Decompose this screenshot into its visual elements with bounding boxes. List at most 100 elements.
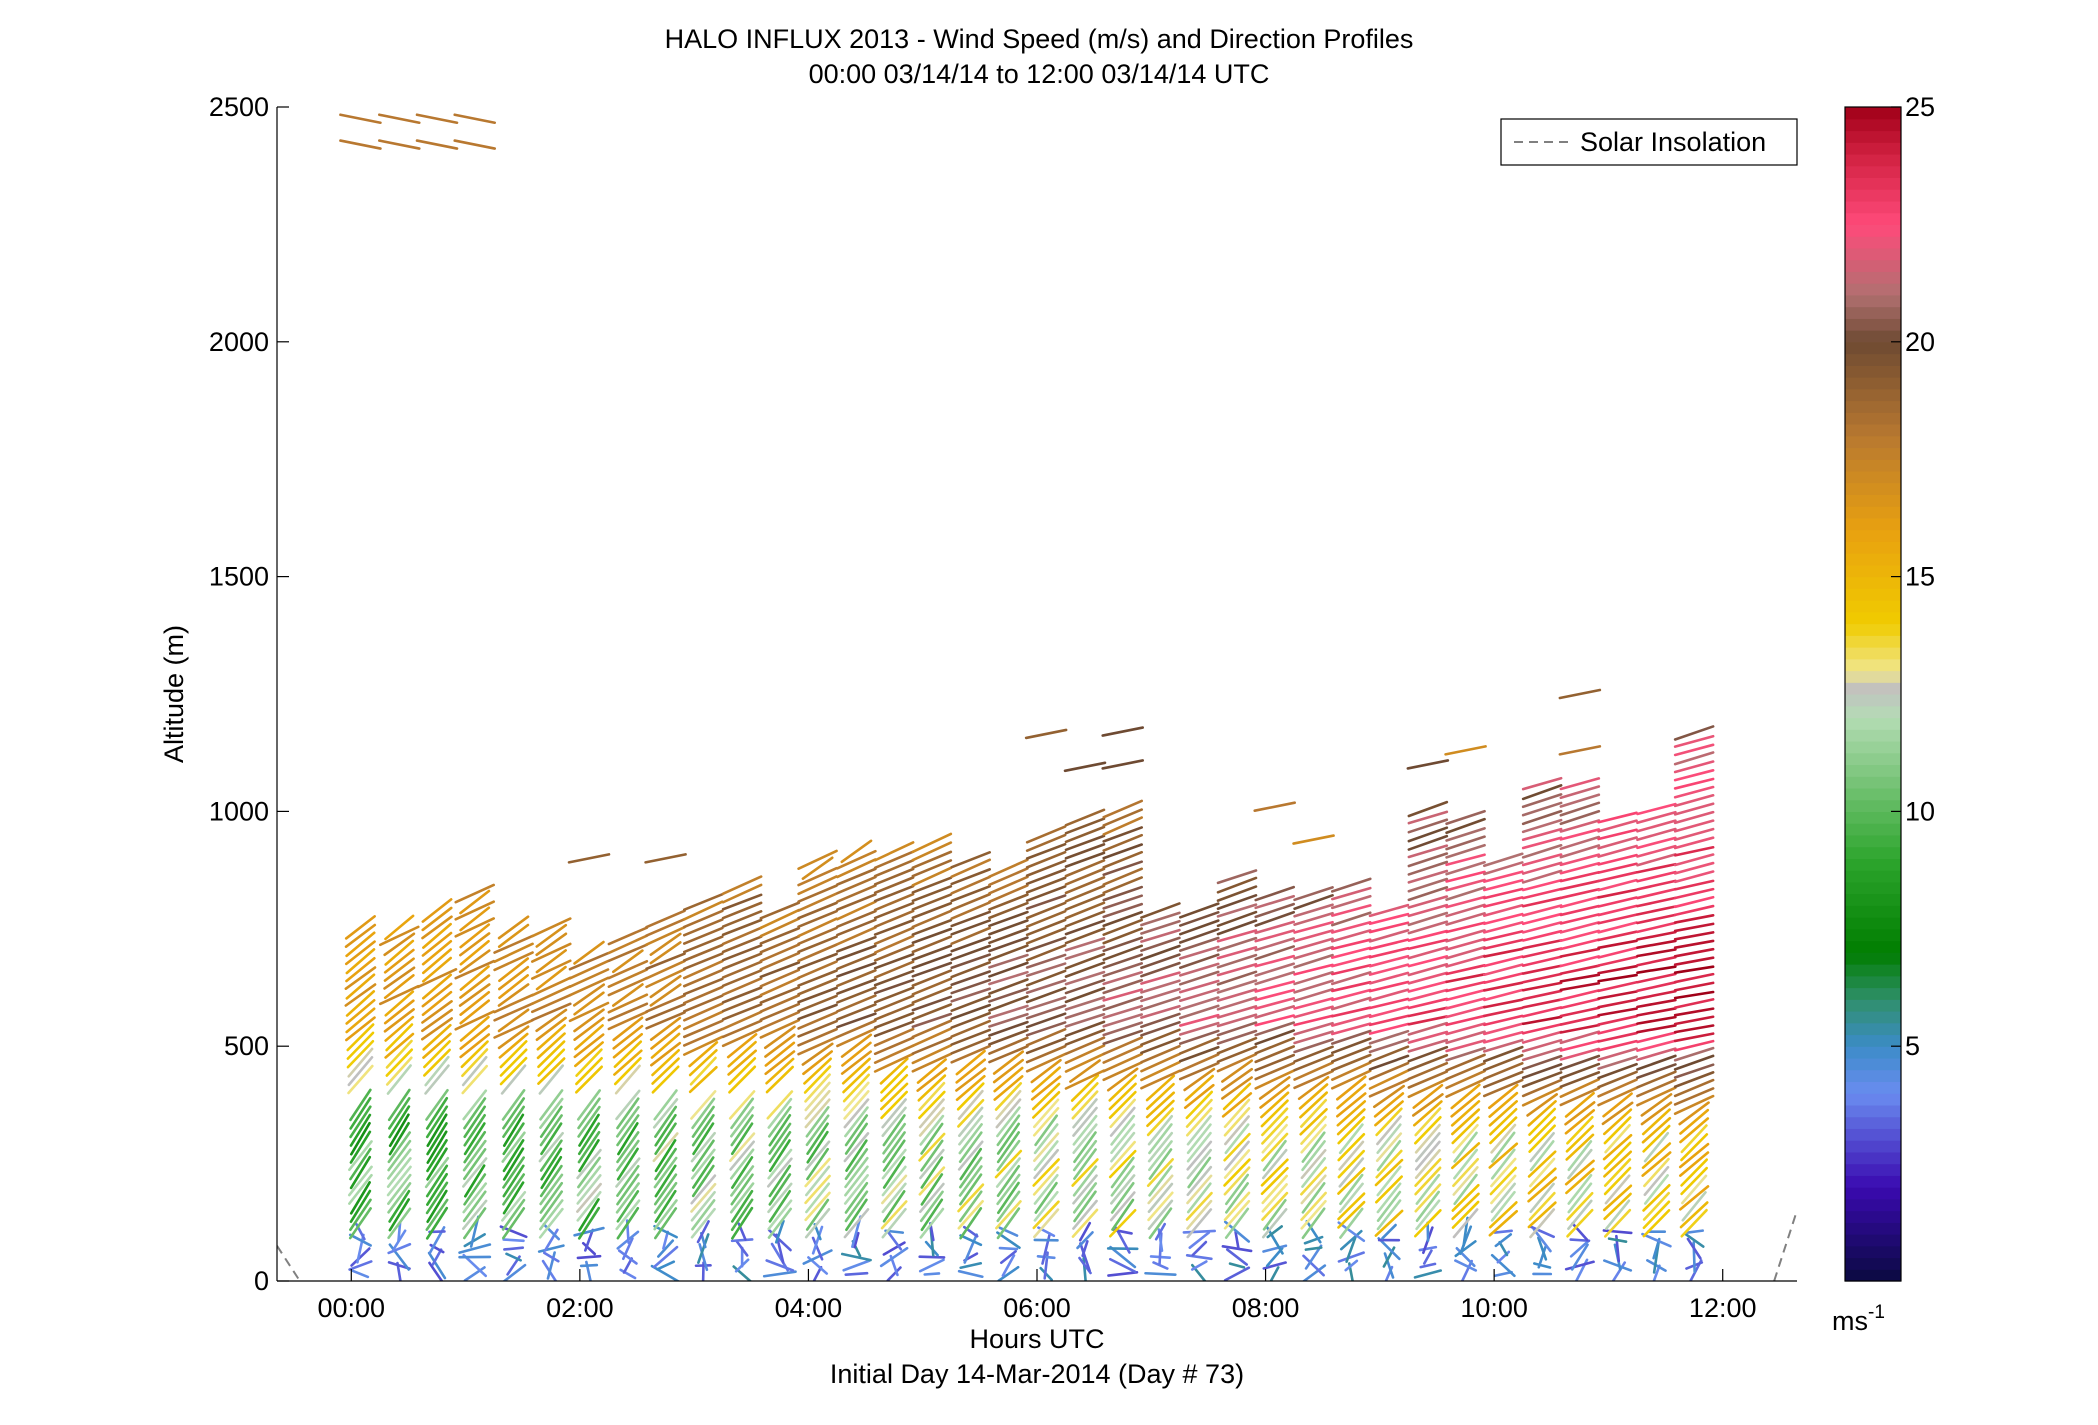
wind-barb [797, 994, 838, 1013]
wind-barb [1407, 929, 1449, 942]
wind-barb [1330, 988, 1372, 1002]
colorbar-segment [1845, 318, 1901, 331]
wind-barb [1330, 894, 1372, 910]
colorbar-segment [1845, 517, 1901, 531]
wind-barb [1064, 952, 1106, 970]
wind-barb [682, 994, 724, 1013]
wind-barb [1680, 1166, 1709, 1196]
wind-barb [1187, 1156, 1212, 1189]
wind-barb [1073, 1131, 1097, 1164]
wind-barb [836, 884, 877, 903]
wind-barb [1064, 996, 1106, 1011]
wind-barb [388, 1121, 410, 1156]
wind-barb [645, 959, 686, 980]
wind-barb [1339, 1207, 1364, 1239]
wind-barb [421, 915, 453, 940]
wind-barb [1216, 970, 1258, 986]
wind-barb [696, 1220, 710, 1244]
wind-barb [958, 1156, 983, 1189]
colorbar-segment [1845, 940, 1901, 953]
wind-barb [1145, 1082, 1175, 1111]
wind-barb [958, 1123, 983, 1155]
wind-barb [1686, 1237, 1702, 1260]
wind-barb [1407, 1045, 1449, 1063]
wind-barb [768, 1114, 792, 1147]
wind-barb [988, 919, 1029, 936]
wind-barb [346, 1023, 375, 1052]
wind-barb [535, 949, 567, 974]
wind-barb [1636, 827, 1677, 842]
wind-barb [1330, 1053, 1372, 1072]
wind-barb [1529, 1140, 1555, 1172]
wind-barb-upper [377, 139, 421, 150]
wind-barb [1451, 1192, 1480, 1221]
wind-barb [1301, 1131, 1326, 1163]
wind-barb [999, 1250, 1017, 1265]
wind-barb [804, 1174, 831, 1205]
wind-barb [998, 1246, 1019, 1251]
wind-barb [1679, 1201, 1709, 1229]
wind-barb [797, 909, 838, 928]
wind-barb [797, 875, 838, 896]
wind-barb [1482, 1078, 1524, 1098]
wind-barb [881, 1182, 907, 1214]
wind-barb [1636, 896, 1677, 908]
wind-barb [535, 965, 567, 991]
wind-barb [911, 927, 953, 945]
wind-barb [1184, 1074, 1215, 1102]
wind-barb [1259, 1084, 1291, 1109]
wind-barb [1102, 894, 1144, 910]
wind-barb [729, 1148, 755, 1180]
wind-barb [955, 1067, 987, 1092]
wind-barb [1224, 1207, 1250, 1239]
wind-barb [911, 1052, 953, 1073]
wind-barb [797, 935, 838, 954]
wind-barb [1373, 1092, 1405, 1118]
colorbar-segment [1845, 247, 1901, 261]
wind-barb [1597, 888, 1638, 899]
wind-barb [1488, 1083, 1519, 1110]
wind-barb [1330, 911, 1372, 927]
wind-barb [576, 1148, 602, 1180]
wind-barb [1183, 1067, 1216, 1092]
wind-barb [1261, 1123, 1288, 1154]
wind-barb [836, 1012, 877, 1029]
wind-barb [1521, 784, 1563, 801]
wind-barb [1368, 971, 1410, 985]
wind-barb [540, 1155, 563, 1190]
wind-barb [1330, 1013, 1372, 1027]
wind-barb [649, 1016, 682, 1041]
wind-barb [1521, 1038, 1563, 1053]
wind-barb [918, 1255, 946, 1259]
wind-barb [1488, 1209, 1519, 1237]
wind-barb [536, 1024, 567, 1051]
wind-barb [1636, 870, 1677, 883]
wind-barb [1673, 879, 1715, 891]
wind-barb [1533, 1262, 1552, 1269]
wind-barb [797, 960, 838, 980]
wind-barb [911, 995, 953, 1012]
wind-barb [1636, 1086, 1677, 1107]
wind-barb [1641, 1116, 1672, 1144]
wind-barb [1254, 1061, 1296, 1081]
wind-barb [1602, 1229, 1633, 1235]
wind-barb [1636, 887, 1677, 900]
wind-barb [1445, 843, 1486, 859]
wind-barb [500, 1064, 527, 1095]
wind-barb [873, 926, 915, 946]
wind-barb [1372, 1084, 1406, 1109]
wind-barb [873, 969, 915, 987]
wind-barb [1033, 1174, 1059, 1205]
wind-barb [653, 1199, 678, 1231]
colorbar-segment [1845, 799, 1901, 812]
wind-barb [426, 1147, 448, 1181]
wind-barb [1673, 972, 1715, 984]
wind-barb [1445, 886, 1486, 901]
wind-barb [1025, 996, 1067, 1011]
wind-barb [836, 893, 877, 911]
wind-barb [650, 1024, 681, 1050]
wind-barb [651, 1048, 680, 1077]
wind-barb [1452, 1208, 1479, 1239]
wind-barb [1147, 1191, 1174, 1222]
colorbar-segment [1845, 224, 1901, 237]
